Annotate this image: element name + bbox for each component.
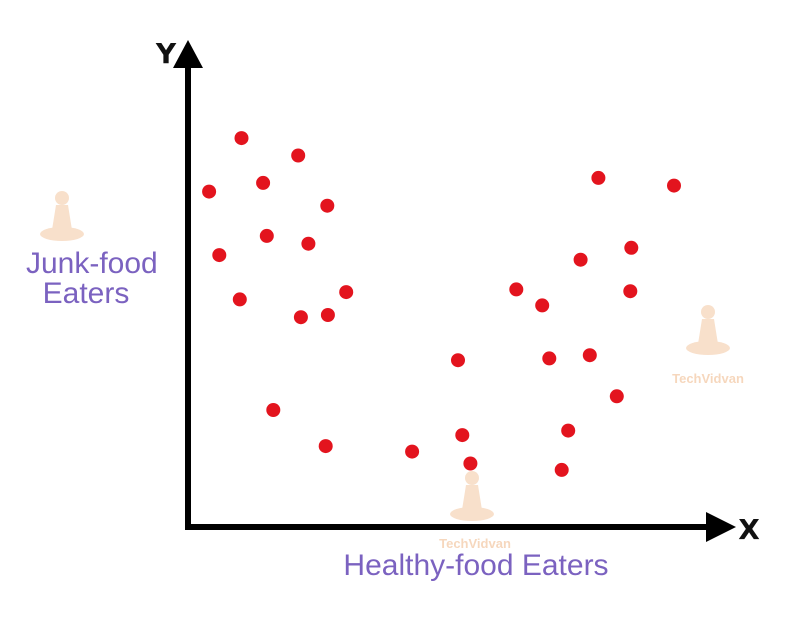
data-point-29 [554, 462, 569, 477]
junk-food-label-line-2: Eaters [43, 277, 130, 310]
data-point-1 [202, 184, 217, 199]
data-point-14 [318, 439, 333, 454]
data-point-9 [339, 285, 354, 300]
data-point-3 [256, 175, 271, 190]
data-point-22 [573, 252, 588, 267]
meditating-figure-icon [450, 471, 494, 521]
watermark-logo-left [40, 191, 84, 241]
data-point-27 [609, 389, 624, 404]
meditating-figure-icon [40, 191, 84, 241]
data-point-25 [624, 240, 639, 255]
data-point-5 [320, 198, 335, 213]
data-point-23 [542, 351, 557, 366]
y-axis-arrowhead [173, 40, 203, 68]
junk-food-label-line-1: Junk-food [26, 247, 158, 280]
data-point-28 [561, 423, 576, 438]
x-axis-label: X [738, 513, 760, 546]
x-axis-arrowhead [706, 512, 736, 542]
data-point-18 [463, 456, 478, 471]
data-point-13 [266, 403, 281, 417]
data-point-26 [623, 284, 638, 299]
data-point-30 [667, 178, 681, 193]
data-point-7 [259, 228, 274, 243]
watermark-logo-bottom [450, 471, 494, 521]
junk-food-eaters-label: Junk-food Eaters [26, 247, 166, 310]
watermark-logo-right [686, 305, 730, 355]
data-point-17 [455, 428, 470, 443]
data-point-24 [582, 348, 597, 363]
data-point-16 [451, 353, 465, 368]
meditating-figure-icon [686, 305, 730, 355]
data-point-20 [535, 298, 550, 313]
data-point-19 [509, 282, 524, 297]
y-axis-label: Y [155, 37, 177, 70]
data-point-6 [212, 248, 227, 263]
data-point-8 [301, 236, 316, 251]
data-point-15 [405, 444, 420, 459]
data-point-11 [293, 310, 308, 325]
data-point-10 [232, 292, 247, 307]
data-point-12 [320, 308, 335, 322]
data-points [202, 131, 681, 477]
data-point-4 [291, 148, 306, 163]
data-point-2 [234, 131, 249, 146]
data-point-21 [591, 170, 606, 185]
watermark-brand-right: TechVidvan [672, 371, 744, 386]
healthy-food-eaters-label: Healthy-food Eaters [343, 549, 608, 582]
watermark-brand-bottom: TechVidvan [439, 536, 511, 551]
